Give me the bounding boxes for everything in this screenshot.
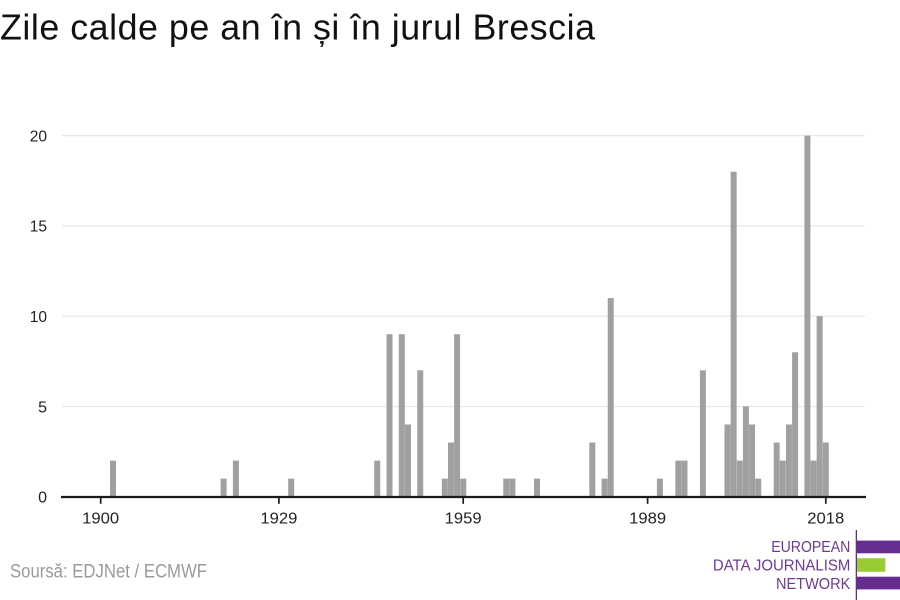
- svg-text:DATA JOURNALISM: DATA JOURNALISM: [713, 558, 850, 575]
- svg-text:15: 15: [30, 219, 47, 236]
- svg-text:5: 5: [38, 399, 47, 416]
- svg-text:EUROPEAN: EUROPEAN: [771, 539, 850, 556]
- svg-text:20: 20: [30, 128, 47, 145]
- svg-text:Soursă: EDJNet / ECMWF: Soursă: EDJNet / ECMWF: [10, 562, 207, 583]
- svg-text:NETWORK: NETWORK: [776, 576, 851, 593]
- svg-text:10: 10: [30, 309, 47, 326]
- svg-text:1989: 1989: [629, 511, 666, 528]
- svg-text:2018: 2018: [807, 511, 844, 528]
- svg-text:0: 0: [38, 490, 47, 507]
- svg-text:Zile calde pe an în și în juru: Zile calde pe an în și în jurul Brescia: [0, 7, 595, 47]
- svg-text:1900: 1900: [82, 511, 119, 528]
- svg-text:1959: 1959: [445, 511, 482, 528]
- svg-text:1929: 1929: [260, 511, 297, 528]
